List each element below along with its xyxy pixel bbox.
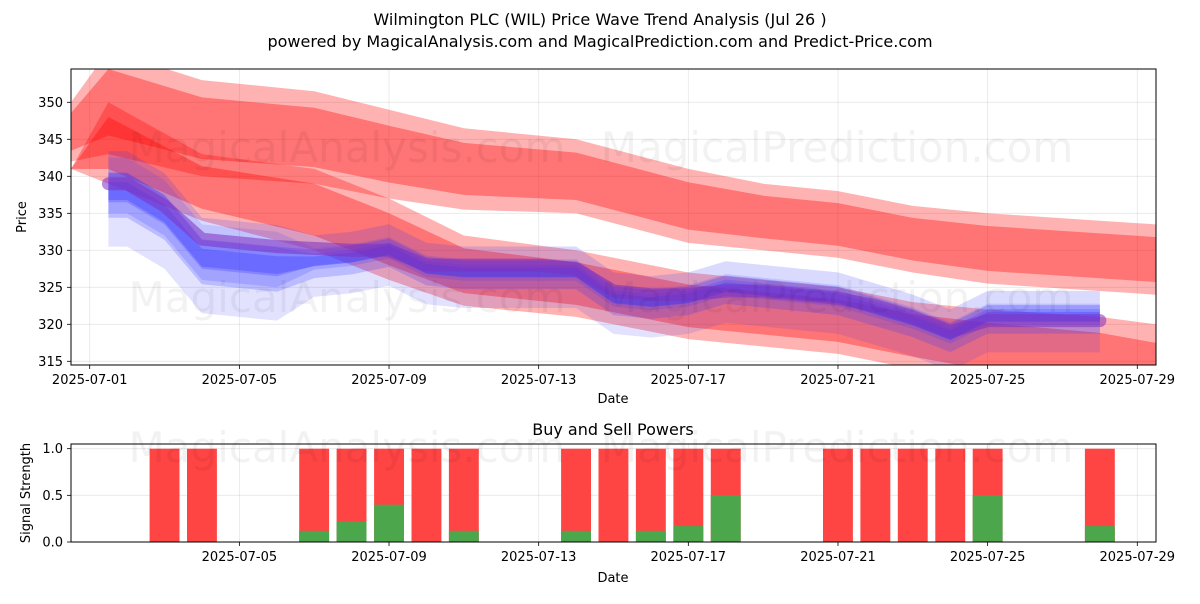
price-y-tick-label: 335 (38, 207, 63, 222)
buy-power-bar (972, 495, 1003, 542)
signal-ticks: 2025-07-05 2025-07-09 2025-07-13 2025-07-17… (42, 442, 1175, 565)
signal-y-tick-label: 0.5 (42, 489, 63, 504)
price-plot-area (71, 69, 1156, 365)
price-ticks: 2025-07-01 2025-07-05 2025-07-09 2025-07-13… (38, 96, 1175, 388)
buy-power-bar (448, 530, 479, 542)
sell-power-bar (149, 448, 180, 542)
sell-power-bar (935, 448, 966, 542)
upper-red-wave-outer (71, 69, 1156, 295)
chart-title: Wilmington PLC (WIL) Price Wave Trend An… (373, 10, 826, 29)
signal-axes-frame (70, 443, 1157, 543)
watermark-prediction-mid: MagicalPrediction.com (601, 273, 1074, 322)
price-y-tick-label: 340 (38, 170, 63, 185)
price-y-tick-label: 330 (38, 244, 63, 259)
sell-power-bar (561, 448, 591, 542)
watermark-prediction-top: MagicalPrediction.com (601, 123, 1074, 172)
sell-power-bar (823, 448, 853, 542)
watermark-prediction-bottom: MagicalPrediction.com (601, 423, 1074, 472)
signal-x-tick-label: 2025-07-17 (651, 550, 727, 565)
watermark-analysis-bottom: MagicalAnalysis.com (129, 423, 566, 472)
price-y-tick-label: 345 (38, 133, 63, 148)
watermark-analysis-top: MagicalAnalysis.com (129, 123, 566, 172)
buy-power-bar (561, 530, 591, 542)
sell-power-bar (897, 448, 928, 542)
signal-y-tick-label: 0.0 (42, 536, 63, 551)
signal-x-tick-label: 2025-07-21 (800, 550, 876, 565)
sell-power-bar (187, 448, 217, 542)
purple-trend-line (101, 177, 1107, 339)
sell-power-bar (448, 448, 479, 542)
buy-power-bar (374, 504, 404, 542)
signal-panel: Buy and Sell Powers MagicalAnalysis.com … (19, 420, 1175, 586)
price-x-tick-label: 2025-07-25 (950, 373, 1026, 388)
blue-wave-band (108, 157, 1100, 365)
buy-power-bar (635, 530, 666, 542)
signal-y-tick-label: 1.0 (42, 442, 63, 457)
price-y-tick-label: 315 (38, 355, 63, 370)
price-y-tick-label: 320 (38, 318, 63, 333)
price-x-tick-label: 2025-07-29 (1100, 373, 1176, 388)
price-panel: MagicalAnalysis.com MagicalPrediction.co… (15, 68, 1175, 407)
lower-red-wave-outer (71, 102, 1156, 365)
signal-plot-area (149, 448, 1115, 542)
chart-subtitle: powered by MagicalAnalysis.com and Magic… (267, 32, 932, 51)
sell-power-bar (598, 448, 629, 542)
price-x-tick-label: 2025-07-17 (651, 373, 727, 388)
signal-x-tick-label: 2025-07-25 (950, 550, 1026, 565)
buy-power-bar (673, 526, 704, 542)
buy-power-bar (336, 521, 367, 542)
buy-power-bar (299, 530, 330, 542)
price-x-tick-label: 2025-07-09 (351, 373, 427, 388)
signal-watermarks: MagicalAnalysis.com MagicalPrediction.co… (129, 423, 1074, 472)
price-y-tick-label: 325 (38, 281, 63, 296)
price-x-tick-label: 2025-07-05 (202, 373, 278, 388)
buy-power-bar (710, 495, 741, 542)
signal-x-tick-label: 2025-07-13 (501, 550, 577, 565)
sell-power-bar (299, 448, 330, 542)
price-x-tick-label: 2025-07-21 (800, 373, 876, 388)
watermark-analysis-mid: MagicalAnalysis.com (129, 273, 566, 322)
lower-red-wave-core (71, 117, 1156, 365)
price-x-axis-label: Date (597, 392, 628, 407)
signal-x-tick-label: 2025-07-09 (351, 550, 427, 565)
signal-x-tick-label: 2025-07-29 (1100, 550, 1176, 565)
price-y-tick-label: 350 (38, 96, 63, 111)
signal-x-tick-label: 2025-07-05 (202, 550, 278, 565)
buy-power-bar (1084, 526, 1115, 542)
price-y-axis-label: Price (15, 201, 30, 233)
signal-x-axis-label: Date (597, 571, 628, 586)
upper-red-wave-core (71, 69, 1156, 282)
sell-power-bar (635, 448, 666, 542)
price-x-tick-label: 2025-07-13 (501, 373, 577, 388)
price-watermarks: MagicalAnalysis.com MagicalPrediction.co… (129, 123, 1074, 322)
signal-y-axis-label: Signal Strength (19, 443, 34, 543)
signal-chart-title: Buy and Sell Powers (532, 420, 694, 439)
sell-power-bar (411, 448, 442, 542)
price-axes-frame (70, 68, 1157, 366)
sell-power-bar (860, 448, 891, 542)
price-x-tick-label: 2025-07-01 (52, 373, 128, 388)
